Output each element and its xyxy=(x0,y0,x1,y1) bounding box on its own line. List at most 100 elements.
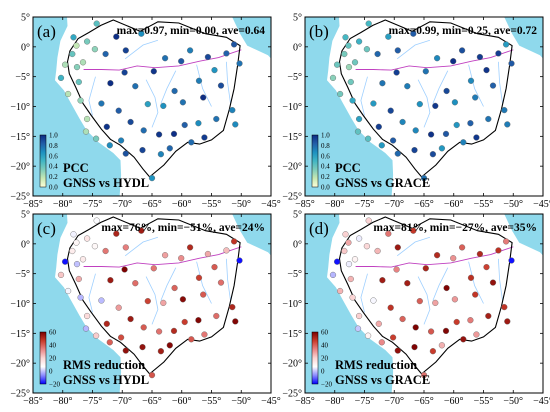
gnss-station xyxy=(150,68,157,75)
colorbar: 60 40 20 0 −20 xyxy=(311,329,332,389)
gnss-station xyxy=(132,83,139,90)
gnss-station xyxy=(179,296,187,303)
gnss-station xyxy=(442,130,450,138)
tributary-river xyxy=(396,236,431,257)
gnss-station xyxy=(77,97,84,104)
gnss-station xyxy=(138,227,145,234)
gnss-station xyxy=(356,38,363,45)
colorbar: 1.0 0.8 0.6 0.4 0.2 0.0 xyxy=(39,132,58,192)
x-tick-label: −65° xyxy=(142,396,162,407)
colorbar-tick-label: 0.2 xyxy=(49,173,58,181)
gnss-station xyxy=(75,78,82,86)
gnss-station xyxy=(127,315,134,323)
gnss-station xyxy=(70,34,77,41)
gnss-station xyxy=(495,247,502,254)
gnss-station xyxy=(82,128,90,135)
x-tick-label: −50° xyxy=(231,199,251,210)
gnss-station xyxy=(92,332,100,339)
gnss-station xyxy=(467,274,475,281)
gnss-station xyxy=(342,231,349,238)
gnss-station xyxy=(483,66,490,74)
x-tick-label: −75° xyxy=(83,396,103,407)
gnss-station xyxy=(345,239,352,246)
gnss-station xyxy=(213,312,220,320)
gnss-station xyxy=(356,235,363,242)
gnss-station xyxy=(334,61,341,68)
gnss-station xyxy=(337,287,344,295)
gnss-station xyxy=(232,318,239,325)
panel-stats: max=76%, min=−51%, ave=24% xyxy=(101,222,265,234)
y-tick-label: −5° xyxy=(287,269,302,280)
gnss-station xyxy=(171,284,178,292)
colorbar-tick-label: 0.2 xyxy=(321,173,330,181)
gnss-station xyxy=(211,264,218,271)
gnss-station xyxy=(374,50,381,58)
tributary-river xyxy=(160,267,177,301)
x-tick-label: −55° xyxy=(474,396,494,407)
y-tick-label: −15° xyxy=(10,132,30,143)
gnss-station xyxy=(394,347,401,354)
gnss-station xyxy=(201,331,208,338)
gnss-station xyxy=(428,131,435,138)
gnss-station xyxy=(467,77,475,84)
gnss-station xyxy=(378,142,385,149)
y-tick-label: −25° xyxy=(282,192,302,203)
gnss-station xyxy=(106,339,113,346)
colorbar-tick-label: 0 xyxy=(321,368,325,376)
gnss-station xyxy=(231,41,238,48)
gnss-station xyxy=(393,266,400,273)
y-tick-label: −10° xyxy=(10,102,30,113)
gnss-station xyxy=(148,175,156,182)
gnss-station xyxy=(341,247,348,255)
gnss-station xyxy=(102,247,109,255)
colorbar-tick-label: 20 xyxy=(49,355,57,363)
gnss-station xyxy=(102,50,109,58)
y-tick-label: 5° xyxy=(293,210,302,221)
comparison-label: GNSS vs GRACE xyxy=(335,373,430,387)
comparison-label: GNSS vs GRACE xyxy=(335,176,430,190)
pacific-ocean xyxy=(305,214,394,393)
gnss-station xyxy=(399,118,406,126)
metric-label: RMS reduction xyxy=(63,358,145,372)
colorbar-tick-label: 60 xyxy=(49,329,57,337)
gnss-station xyxy=(115,107,122,114)
y-tick-label: 0° xyxy=(293,239,302,250)
panel-letter: (a) xyxy=(37,22,56,41)
colorbar-tick-label: 40 xyxy=(321,342,329,350)
tributary-river xyxy=(468,261,484,304)
tributary-river xyxy=(88,273,96,313)
gnss-station xyxy=(460,336,467,343)
x-tick-label: −85° xyxy=(23,199,43,210)
gnss-station xyxy=(411,147,418,154)
metric-label: PCC xyxy=(63,161,89,175)
colorbar-tick-label: 0.0 xyxy=(321,184,330,192)
x-tick-label: −45° xyxy=(533,396,550,407)
gnss-station xyxy=(416,100,423,108)
x-tick-label: −80° xyxy=(53,199,73,210)
tributary-river xyxy=(468,64,484,107)
x-tick-label: −80° xyxy=(325,199,345,210)
colorbar-tick-label: 60 xyxy=(321,329,329,337)
gnss-station xyxy=(231,238,238,245)
gnss-station xyxy=(83,312,91,320)
x-tick-label: −70° xyxy=(384,396,404,407)
gnss-station xyxy=(370,297,377,304)
colorbar-tick-label: −20 xyxy=(49,381,60,389)
gnss-station xyxy=(334,258,341,265)
gnss-station xyxy=(363,46,371,53)
gnss-station xyxy=(460,139,467,146)
gnss-station xyxy=(390,137,397,144)
gnss-station xyxy=(223,247,230,254)
gnss-station xyxy=(103,320,110,327)
gnss-station xyxy=(399,315,406,323)
gnss-station xyxy=(122,47,129,54)
colorbar-tick-label: 0 xyxy=(49,368,53,376)
gnss-station xyxy=(410,30,417,37)
gnss-station xyxy=(432,102,439,110)
gnss-station xyxy=(61,258,69,265)
gnss-station xyxy=(394,244,401,251)
gnss-station xyxy=(429,151,437,158)
colorbar: 60 40 20 0 −20 xyxy=(39,329,60,389)
tributary-river xyxy=(396,39,431,60)
gnss-station xyxy=(150,265,157,272)
